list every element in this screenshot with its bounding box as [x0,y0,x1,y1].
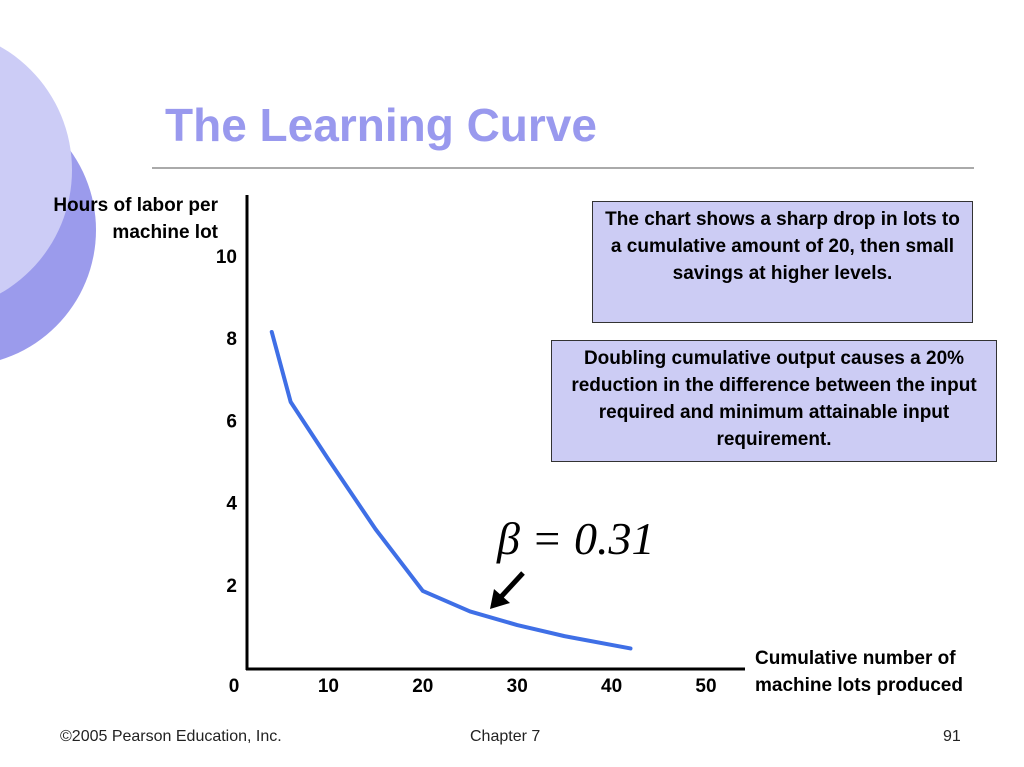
x-tick-label: 40 [601,676,622,697]
page-number: 91 [943,728,961,745]
footer-left: ©2005 Pearson Education, Inc. [60,728,282,745]
slide-title: The Learning Curve [165,99,597,151]
arrow [498,571,525,600]
annotation-box: The chart shows a sharp drop in lots to … [592,201,973,323]
x-tick-label: 30 [507,676,528,697]
x-axis-label: Cumulative number of machine lots produc… [755,648,963,696]
x-tick-label: 10 [318,676,339,697]
annotation-box: Doubling cumulative output causes a 20% … [551,340,997,462]
learning-curve [269,329,633,651]
decor-circle [0,46,72,294]
arrow-head [490,589,510,609]
footer-center: Chapter 7 [470,728,541,745]
y-tick-label: 6 [226,411,237,432]
y-tick-label: 4 [226,494,237,515]
y-tick-label: 10 [216,247,237,268]
y-axis-label: Hours of labor per machine lot [53,195,218,243]
x-tick-label: 20 [412,676,433,697]
y-tick-label: 8 [226,329,237,350]
beta-label: β = 0.31 [497,513,655,564]
x-tick-label: 0 [229,676,240,697]
x-tick-label: 50 [695,676,716,697]
y-tick-label: 2 [226,576,237,597]
